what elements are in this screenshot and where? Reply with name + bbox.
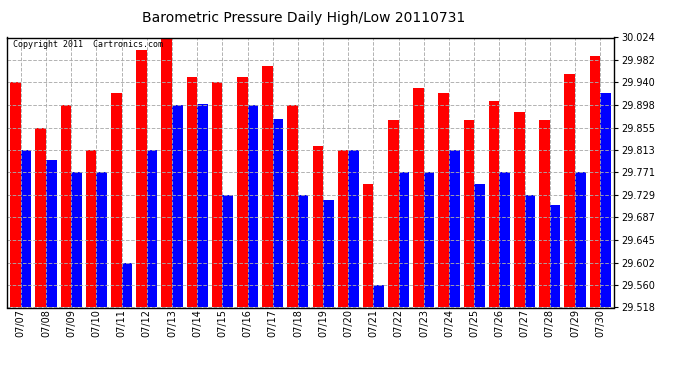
Bar (35, 128, 46, 308)
Bar (600, 93, 611, 308)
Bar (262, 66, 273, 308)
Bar (111, 93, 121, 308)
Bar (86, 150, 97, 308)
Text: Barometric Pressure Daily High/Low 20110731: Barometric Pressure Daily High/Low 20110… (142, 11, 465, 25)
Bar (348, 150, 359, 308)
Bar (550, 205, 560, 308)
Bar (212, 82, 222, 308)
Bar (464, 120, 474, 308)
Bar (323, 200, 334, 308)
Bar (337, 150, 348, 308)
Bar (97, 172, 107, 308)
Bar (540, 120, 550, 308)
Bar (313, 146, 323, 308)
Bar (388, 120, 399, 308)
Bar (500, 172, 510, 308)
Bar (489, 101, 500, 308)
Bar (298, 195, 308, 308)
Bar (363, 184, 373, 308)
Bar (197, 104, 208, 308)
Bar (575, 172, 586, 308)
Bar (449, 150, 460, 308)
Text: Copyright 2011  Cartronics.com: Copyright 2011 Cartronics.com (13, 40, 163, 49)
Bar (61, 105, 71, 308)
Bar (10, 82, 21, 308)
Bar (222, 195, 233, 308)
Bar (46, 160, 57, 308)
Bar (514, 112, 524, 308)
Bar (564, 74, 575, 307)
Bar (399, 172, 409, 308)
Bar (161, 38, 172, 308)
Bar (373, 285, 384, 308)
Bar (413, 88, 424, 308)
Bar (424, 172, 435, 308)
Bar (474, 184, 485, 308)
Bar (121, 262, 132, 308)
Bar (136, 50, 147, 308)
Bar (248, 105, 258, 308)
Bar (147, 150, 157, 308)
Bar (186, 77, 197, 308)
Bar (237, 77, 248, 308)
Bar (21, 150, 31, 308)
Bar (287, 105, 298, 308)
Bar (438, 93, 449, 308)
Bar (524, 195, 535, 308)
Bar (172, 105, 183, 308)
Bar (71, 172, 81, 308)
Bar (590, 56, 600, 308)
Bar (273, 119, 284, 308)
